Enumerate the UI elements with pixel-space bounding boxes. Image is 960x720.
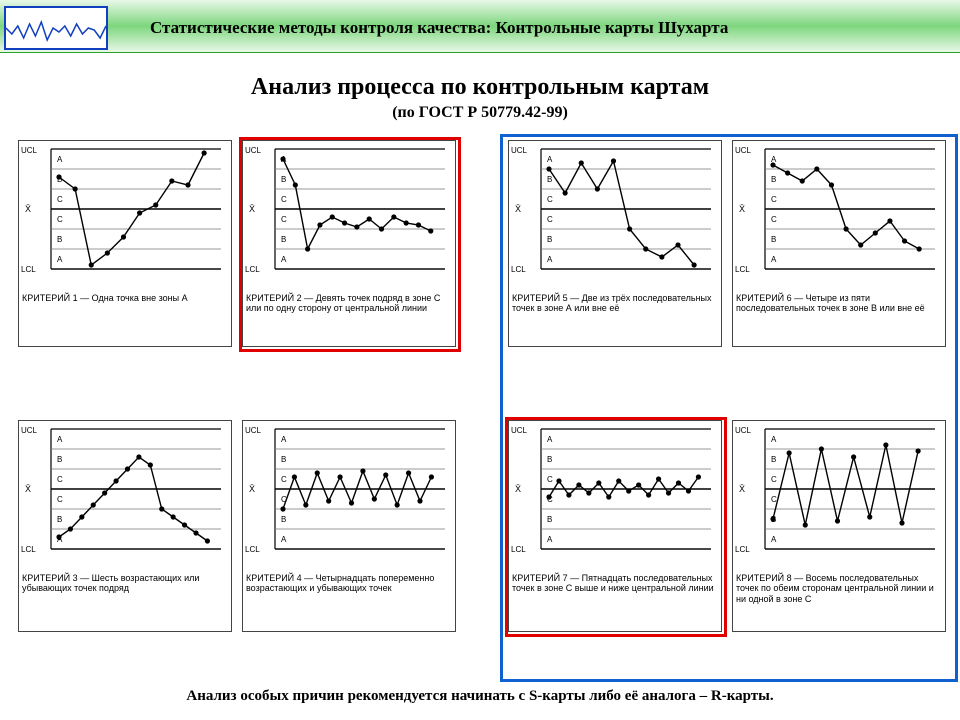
svg-text:C: C — [547, 215, 553, 224]
svg-text:LCL: LCL — [245, 545, 260, 554]
svg-text:C: C — [547, 195, 553, 204]
svg-text:B: B — [771, 455, 776, 464]
banner-bar: Статистические методы контроля качества:… — [0, 0, 960, 53]
svg-text:A: A — [547, 435, 553, 444]
control-chart-6: ABCCBAUCLLCLX̄КРИТЕРИЙ 6 — Четыре из пят… — [732, 140, 946, 347]
svg-text:A: A — [547, 155, 553, 164]
svg-text:X̄: X̄ — [739, 204, 745, 214]
svg-text:B: B — [281, 235, 286, 244]
banner-title: Статистические методы контроля качества:… — [150, 18, 728, 38]
chart-caption: КРИТЕРИЙ 4 — Четырнадцать попеременно во… — [243, 571, 455, 594]
logo — [4, 6, 108, 50]
svg-text:LCL: LCL — [511, 545, 526, 554]
svg-text:A: A — [281, 435, 287, 444]
control-chart-2: ABCCBAUCLLCLX̄КРИТЕРИЙ 2 — Девять точек … — [242, 140, 456, 347]
svg-text:C: C — [771, 475, 777, 484]
main-title: Анализ процесса по контрольным картам — [0, 74, 960, 101]
chart-caption: КРИТЕРИЙ 2 — Девять точек подряд в зоне … — [243, 291, 455, 314]
svg-text:A: A — [547, 255, 553, 264]
svg-text:C: C — [771, 195, 777, 204]
svg-text:UCL: UCL — [511, 426, 528, 435]
svg-text:C: C — [771, 495, 777, 504]
page: Статистические методы контроля качества:… — [0, 0, 960, 720]
svg-text:UCL: UCL — [21, 426, 38, 435]
svg-text:X̄: X̄ — [739, 484, 745, 494]
svg-text:B: B — [57, 455, 62, 464]
svg-text:A: A — [57, 435, 63, 444]
svg-text:A: A — [57, 255, 63, 264]
chart-caption: КРИТЕРИЙ 1 — Одна точка вне зоны А — [19, 291, 231, 303]
svg-text:C: C — [547, 475, 553, 484]
svg-text:X̄: X̄ — [249, 484, 255, 494]
svg-text:LCL: LCL — [21, 545, 36, 554]
svg-text:B: B — [771, 175, 776, 184]
svg-text:X̄: X̄ — [515, 204, 521, 214]
svg-text:B: B — [57, 515, 62, 524]
svg-text:LCL: LCL — [245, 265, 260, 274]
svg-text:A: A — [771, 535, 777, 544]
svg-text:UCL: UCL — [21, 146, 38, 155]
subtitle: (по ГОСТ Р 50779.42-99) — [0, 104, 960, 122]
chart-caption: КРИТЕРИЙ 6 — Четыре из пяти последовател… — [733, 291, 945, 314]
control-chart-3: ABCCBAUCLLCLX̄КРИТЕРИЙ 3 — Шесть возраст… — [18, 420, 232, 632]
svg-text:C: C — [281, 195, 287, 204]
svg-text:A: A — [57, 155, 63, 164]
svg-text:C: C — [57, 475, 63, 484]
svg-text:X̄: X̄ — [25, 204, 31, 214]
svg-text:C: C — [771, 215, 777, 224]
svg-text:B: B — [281, 515, 286, 524]
svg-text:B: B — [547, 175, 552, 184]
control-chart-8: ABCCBAUCLLCLX̄КРИТЕРИЙ 8 — Восемь послед… — [732, 420, 946, 632]
svg-text:A: A — [281, 255, 287, 264]
svg-text:B: B — [281, 175, 286, 184]
svg-text:C: C — [281, 475, 287, 484]
svg-text:B: B — [547, 455, 552, 464]
footer-note: Анализ особых причин рекомендуется начин… — [0, 688, 960, 705]
svg-text:LCL: LCL — [735, 545, 750, 554]
svg-text:C: C — [57, 215, 63, 224]
svg-text:LCL: LCL — [21, 265, 36, 274]
svg-text:X̄: X̄ — [515, 484, 521, 494]
chart-caption: КРИТЕРИЙ 7 — Пятнадцать последовательных… — [509, 571, 721, 594]
svg-text:A: A — [771, 255, 777, 264]
svg-text:UCL: UCL — [245, 426, 262, 435]
charts-grid: A B C C B A UCL LCL X̄ КРИТЕРИЙ 1 — Одна точка вн… — [18, 140, 942, 678]
logo-chart-icon — [6, 8, 106, 48]
svg-text:UCL: UCL — [245, 146, 262, 155]
svg-text:X̄: X̄ — [25, 484, 31, 494]
svg-text:B: B — [57, 235, 62, 244]
svg-text:A: A — [281, 535, 287, 544]
svg-text:B: B — [771, 235, 776, 244]
chart-caption: КРИТЕРИЙ 8 — Восемь последовательных точ… — [733, 571, 945, 604]
svg-text:UCL: UCL — [511, 146, 528, 155]
control-chart-7: ABCCBAUCLLCLX̄КРИТЕРИЙ 7 — Пятнадцать по… — [508, 420, 722, 632]
chart-caption: КРИТЕРИЙ 3 — Шесть возрастающих или убыв… — [19, 571, 231, 594]
svg-text:B: B — [281, 455, 286, 464]
svg-text:UCL: UCL — [735, 146, 752, 155]
chart-caption: КРИТЕРИЙ 5 — Две из трёх последовательны… — [509, 291, 721, 314]
svg-text:B: B — [547, 235, 552, 244]
svg-text:UCL: UCL — [735, 426, 752, 435]
svg-text:C: C — [281, 215, 287, 224]
control-chart-1: ABCCBAUCLLCLX̄КРИТЕРИЙ 1 — Одна точка вн… — [18, 140, 232, 347]
svg-text:C: C — [57, 495, 63, 504]
svg-text:A: A — [771, 435, 777, 444]
svg-text:X̄: X̄ — [249, 204, 255, 214]
control-chart-4: ABCCBAUCLLCLX̄КРИТЕРИЙ 4 — Четырнадцать … — [242, 420, 456, 632]
svg-text:B: B — [547, 515, 552, 524]
control-chart-5: A B C C B A UCL LCL X̄ КРИТЕРИЙ 5 — Две из трёх п… — [508, 140, 722, 347]
svg-text:LCL: LCL — [735, 265, 750, 274]
svg-text:A: A — [547, 535, 553, 544]
svg-text:C: C — [57, 195, 63, 204]
svg-text:LCL: LCL — [511, 265, 526, 274]
